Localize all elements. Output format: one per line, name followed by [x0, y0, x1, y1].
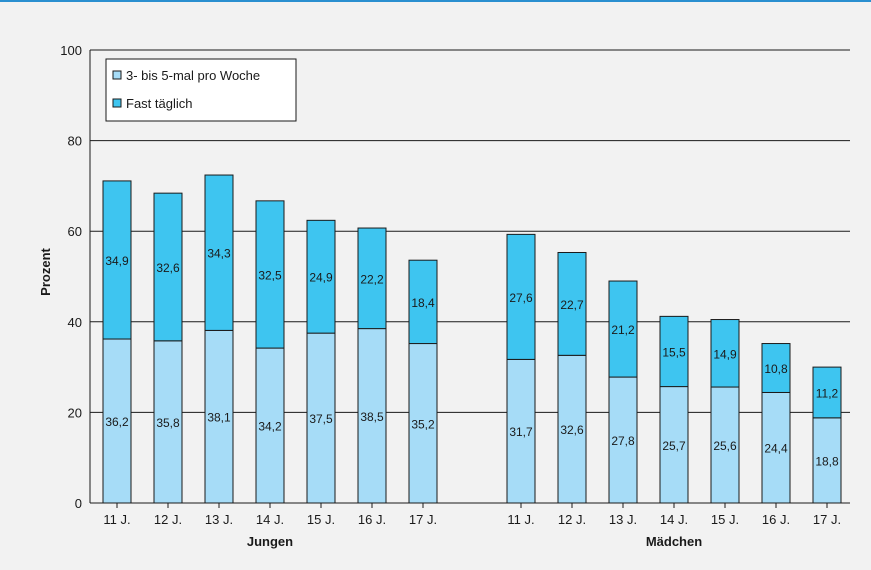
top-accent-line	[0, 0, 871, 2]
bar-upper-jungen-15	[306, 219, 336, 334]
y-tick-label: 80	[68, 134, 82, 149]
x-tick-label: 13 J.	[205, 512, 233, 527]
x-tick-label: 11 J.	[103, 512, 130, 527]
bar-lower-mädchen-17	[812, 417, 842, 504]
bar-upper-jungen-17	[408, 259, 438, 345]
data-label-lower: 27,8	[611, 434, 635, 448]
data-label-lower: 31,7	[509, 425, 533, 439]
data-label-upper: 34,3	[207, 247, 231, 261]
data-label-upper: 32,5	[258, 268, 282, 282]
legend-box	[105, 58, 297, 122]
y-axis-label: Prozent	[38, 247, 53, 295]
x-tick-label: 13 J.	[609, 512, 637, 527]
legend-swatch-upper	[112, 98, 122, 108]
data-label-lower: 32,6	[560, 423, 584, 437]
bar-lower-mädchen-12	[557, 354, 587, 504]
bar-upper-mädchen-11	[506, 233, 536, 360]
data-label-lower: 35,8	[156, 416, 180, 430]
bar-lower-jungen-16	[357, 328, 387, 504]
y-tick-label: 40	[68, 315, 82, 330]
bar-upper-jungen-11	[102, 180, 132, 340]
legend-label-upper: Fast täglich	[126, 96, 192, 111]
data-label-upper: 10,8	[764, 362, 788, 376]
x-tick-label: 12 J.	[154, 512, 182, 527]
data-label-lower: 25,7	[662, 439, 686, 453]
x-tick-label: 12 J.	[558, 512, 586, 527]
x-tick-label: 14 J.	[256, 512, 284, 527]
x-tick-label: 16 J.	[358, 512, 386, 527]
data-label-lower: 25,6	[713, 439, 737, 453]
data-label-lower: 35,2	[411, 417, 435, 431]
bar-upper-jungen-16	[357, 227, 387, 330]
data-label-lower: 38,1	[207, 411, 231, 425]
bar-upper-jungen-14	[255, 200, 285, 349]
group-label-mädchen: Mädchen	[646, 534, 702, 549]
y-tick-label: 60	[68, 224, 82, 239]
group-label-jungen: Jungen	[247, 534, 293, 549]
bar-lower-jungen-14	[255, 347, 285, 504]
bar-lower-mädchen-13	[608, 376, 638, 504]
data-label-lower: 18,8	[815, 454, 839, 468]
legend: 3- bis 5-mal pro Woche Fast täglich	[105, 58, 297, 122]
data-label-upper: 32,6	[156, 261, 180, 275]
bar-upper-mädchen-12	[557, 251, 587, 356]
bar-upper-mädchen-15	[710, 319, 740, 388]
x-tick-label: 15 J.	[711, 512, 739, 527]
data-label-upper: 15,5	[662, 345, 686, 359]
data-label-upper: 34,9	[105, 254, 129, 268]
data-label-upper: 27,6	[509, 291, 533, 305]
data-label-upper: 11,2	[816, 386, 839, 400]
bar-upper-mädchen-16	[761, 343, 791, 393]
x-tick-label: 17 J.	[813, 512, 841, 527]
bars: 36,2 34,9 35,8 32,6 38,1 34,3 34,2 32,5 37,5 24,9…	[102, 174, 842, 504]
data-label-lower: 24,4	[764, 442, 788, 456]
bar-lower-jungen-13	[204, 329, 234, 504]
y-tick-label: 20	[68, 405, 82, 420]
bar-lower-mädchen-14	[659, 386, 689, 504]
data-label-upper: 24,9	[309, 271, 333, 285]
data-label-lower: 37,5	[309, 412, 333, 426]
y-tick-label: 0	[75, 496, 82, 511]
bar-lower-mädchen-11	[506, 358, 536, 504]
data-label-lower: 36,2	[105, 415, 129, 429]
x-tick-label: 14 J.	[660, 512, 688, 527]
legend-label-lower: 3- bis 5-mal pro Woche	[126, 68, 260, 83]
data-label-upper: 22,7	[560, 298, 584, 312]
axes: 0 20 40 60 80 100 11 J. 12 J. 13 J. 14 J. 15 J. 16 …	[60, 43, 850, 549]
bar-upper-mädchen-14	[659, 315, 689, 388]
x-tick-label: 15 J.	[307, 512, 335, 527]
data-label-lower: 38,5	[360, 410, 384, 424]
bar-upper-mädchen-13	[608, 280, 638, 378]
x-tick-label: 17 J.	[409, 512, 437, 527]
y-tick-label: 100	[60, 43, 82, 58]
data-label-lower: 34,2	[258, 420, 282, 434]
legend-swatch-lower	[112, 70, 122, 80]
data-label-upper: 21,2	[611, 323, 635, 337]
x-tick-label: 11 J.	[507, 512, 534, 527]
bar-upper-jungen-12	[153, 192, 183, 342]
data-label-upper: 14,9	[713, 347, 737, 361]
data-label-upper: 22,2	[360, 272, 384, 286]
bar-lower-jungen-12	[153, 340, 183, 504]
bar-upper-mädchen-17	[812, 366, 842, 419]
bar-upper-jungen-13	[204, 174, 234, 331]
bar-lower-mädchen-15	[710, 386, 740, 504]
x-tick-label: 16 J.	[762, 512, 790, 527]
bar-lower-mädchen-16	[761, 391, 791, 504]
data-label-upper: 18,4	[411, 296, 435, 310]
